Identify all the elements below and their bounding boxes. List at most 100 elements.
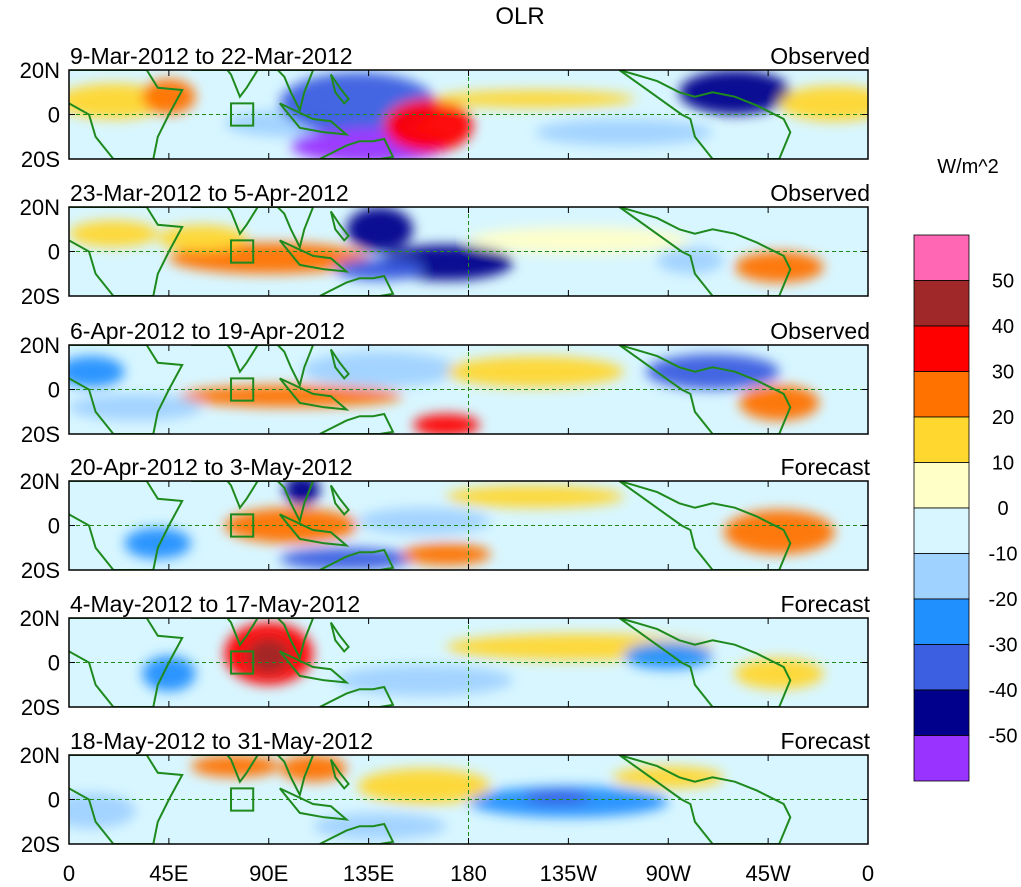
lon-label: 90W xyxy=(646,861,691,886)
colorbar-swatch xyxy=(913,553,970,600)
coastline xyxy=(329,73,350,105)
coastline xyxy=(69,70,184,159)
lat-label: 20N xyxy=(20,743,60,768)
coastline xyxy=(279,377,350,411)
coastline xyxy=(618,755,792,844)
longitude-axis: 0 45E 90E 135E 180 135W 90W 45W 0 xyxy=(63,861,874,886)
anomaly-region xyxy=(612,766,724,789)
anomaly-region xyxy=(357,768,491,804)
anomaly-region xyxy=(523,790,591,804)
anomaly-region xyxy=(191,755,280,778)
lat-label: 0 xyxy=(48,103,60,128)
coastline xyxy=(329,348,350,380)
colorbar-swatch xyxy=(913,598,970,645)
anomaly-region xyxy=(779,85,868,122)
coastline xyxy=(69,345,184,434)
panel-type: Observed xyxy=(770,318,870,344)
panel-date-range: 20-Apr-2012 to 3-May-2012 xyxy=(70,454,353,480)
map-panel: 20N 0 20S 9-Mar-2012 to 22-Mar-2012 Observed xyxy=(20,43,870,172)
figure-title: OLR xyxy=(495,3,544,30)
panel-type: Observed xyxy=(770,43,870,69)
anomaly-region xyxy=(401,543,491,566)
lat-label: 20N xyxy=(20,606,60,631)
lat-label: 20N xyxy=(20,469,60,494)
anomaly-region xyxy=(723,509,835,555)
lat-label: 0 xyxy=(48,514,60,539)
map-panel: 20N 0 20S 18-May-2012 to 31-May-2012 Forecas… xyxy=(20,728,871,857)
coastline xyxy=(279,102,350,136)
coastline xyxy=(329,484,350,516)
lon-label: 0 xyxy=(862,861,874,886)
index-region-box xyxy=(230,377,255,402)
coastline xyxy=(279,239,350,273)
anomaly-region xyxy=(734,658,824,690)
coastline xyxy=(279,513,350,547)
coastlines xyxy=(69,618,792,707)
panel-date-range: 6-Apr-2012 to 19-Apr-2012 xyxy=(70,318,345,344)
anomaly-region xyxy=(279,547,414,570)
lon-label: 135E xyxy=(343,861,394,886)
anomaly-region xyxy=(69,220,158,248)
coastline xyxy=(618,207,792,296)
anomaly-region xyxy=(124,527,192,559)
colorbar-label: -50 xyxy=(989,726,1018,748)
anomaly-region xyxy=(384,98,473,153)
anomaly-region xyxy=(623,642,713,670)
colorbar-swatch xyxy=(913,416,970,463)
panel-type: Forecast xyxy=(781,728,871,754)
index-region-box xyxy=(230,513,255,538)
anomaly-region xyxy=(734,251,824,283)
map-panel: 20N 0 20S 6-Apr-2012 to 19-Apr-2012 Observed xyxy=(20,318,870,447)
anomaly-region xyxy=(535,118,713,146)
anomaly-region xyxy=(413,413,480,434)
coastlines xyxy=(69,207,792,296)
anomaly-region xyxy=(446,485,624,508)
coastline xyxy=(279,787,350,821)
lon-label: 180 xyxy=(450,861,487,886)
colorbar-swatch xyxy=(913,280,970,327)
lat-label: 0 xyxy=(48,651,60,676)
coastline xyxy=(191,755,315,798)
anomaly-region xyxy=(69,393,203,421)
coastline xyxy=(69,755,184,844)
map-panels: 20N 0 20S 9-Mar-2012 to 22-Mar-2012 Observed… xyxy=(20,43,871,857)
colorbar-swatch xyxy=(913,507,970,554)
lat-label: 20N xyxy=(20,58,60,83)
lat-label: 0 xyxy=(48,240,60,265)
lat-label: 20S xyxy=(21,558,60,583)
anomaly-region xyxy=(179,385,402,408)
panel-type: Forecast xyxy=(781,591,871,617)
coastline xyxy=(69,481,184,570)
olr-anomaly-field xyxy=(69,481,835,570)
index-region-box xyxy=(230,650,255,675)
panel-date-range: 9-Mar-2012 to 22-Mar-2012 xyxy=(70,43,353,69)
colorbar-label: -10 xyxy=(989,544,1018,566)
lat-label: 20S xyxy=(21,422,60,447)
colorbar-label: 50 xyxy=(992,271,1014,293)
coastline xyxy=(329,758,350,790)
anomaly-region xyxy=(739,385,820,421)
olr-anomaly-field xyxy=(69,345,820,434)
coastline xyxy=(618,70,792,159)
anomaly-region xyxy=(346,207,414,252)
anomaly-region xyxy=(246,638,291,674)
lat-label: 20S xyxy=(21,832,60,857)
colorbar-units: W/m^2 xyxy=(937,156,999,178)
anomaly-region xyxy=(279,755,347,782)
coastline xyxy=(618,345,792,434)
olr-anomaly-field xyxy=(69,70,868,159)
anomaly-region xyxy=(435,90,635,108)
lat-label: 20N xyxy=(20,333,60,358)
anomaly-region xyxy=(335,258,425,281)
colorbar-label: 10 xyxy=(992,453,1014,475)
colorbar-label: 40 xyxy=(992,316,1014,338)
coastline xyxy=(279,650,350,684)
anomaly-region xyxy=(679,70,791,115)
colorbar-label: -30 xyxy=(989,635,1018,657)
anomaly-region xyxy=(357,507,491,535)
coastline xyxy=(618,618,792,707)
anomaly-region xyxy=(224,507,358,544)
colorbar: W/m^2 50 40 30 20 10 0 -10 -20 -30 -40 -50 xyxy=(913,156,1018,782)
index-region-box xyxy=(230,787,255,812)
